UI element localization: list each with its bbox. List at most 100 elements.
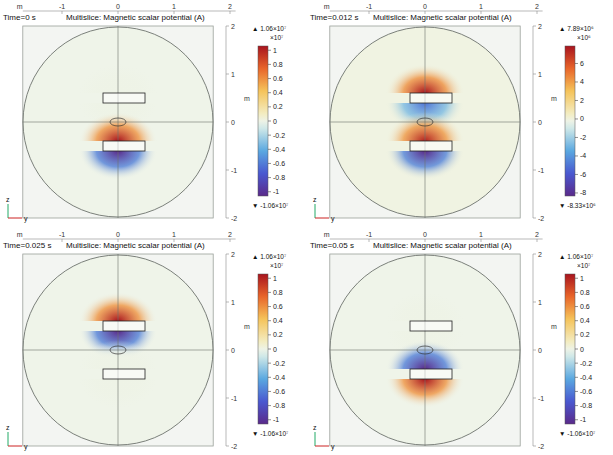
y-tick	[226, 398, 229, 399]
magnet	[410, 321, 452, 331]
colorbar-tick	[268, 391, 271, 392]
colorbar-tick-label: 1	[273, 275, 277, 282]
x-tick-label: 0	[423, 3, 427, 10]
colorbar-tick	[268, 278, 271, 279]
y-tick	[533, 398, 536, 399]
colorbar-multiplier: ×10⁷	[577, 262, 591, 269]
y-tick-label: 2	[538, 23, 542, 30]
x-label: m	[324, 231, 330, 238]
y-tick	[226, 302, 229, 303]
domain	[330, 27, 520, 217]
triad-label: y	[24, 443, 28, 451]
colorbar-tick	[575, 377, 578, 378]
y-tick-label: 0	[538, 347, 542, 354]
title: Multislice: Magnetic scalar potential (A…	[373, 13, 512, 22]
y-tick-label: 1	[538, 71, 542, 78]
x-tick-label: -1	[59, 3, 65, 10]
colorbar-tick	[575, 137, 578, 138]
domain	[23, 27, 213, 217]
x-tick-label: 2	[535, 3, 539, 10]
time-label: Time=0 s	[3, 13, 36, 22]
colorbar-min: ▼ -1.06×10⁷	[252, 430, 289, 437]
y-label: m	[244, 95, 250, 102]
y-tick	[533, 446, 536, 447]
colorbar-tick-label: -0.8	[273, 174, 285, 181]
colorbar-tick	[268, 177, 271, 178]
colorbar-max: ▲ 1.06×10⁷	[252, 253, 287, 260]
colorbar-tick	[268, 149, 271, 150]
x-tick-label: -1	[366, 231, 372, 238]
title: Multislice: Magnetic scalar potential (A…	[66, 13, 205, 22]
colorbar	[258, 274, 268, 424]
colorbar-tick	[575, 192, 578, 193]
y-label: m	[551, 323, 557, 330]
colorbar-tick-label: 1	[273, 47, 277, 54]
title: Multislice: Magnetic scalar potential (A…	[66, 241, 205, 250]
colorbar-tick	[575, 419, 578, 420]
colorbar-tick-label: 0	[580, 115, 584, 122]
x-axis	[23, 239, 236, 240]
colorbar	[258, 46, 268, 196]
colorbar-min: ▼ -1.06×10⁷	[559, 430, 596, 437]
x-axis	[330, 11, 543, 12]
colorbar-multiplier: ×10⁶	[577, 34, 591, 41]
colorbar-tick	[575, 174, 578, 175]
y-tick	[226, 254, 229, 255]
y-tick	[226, 74, 229, 75]
colorbar-tick-label: 0.4	[273, 317, 283, 324]
colorbar-tick	[268, 363, 271, 364]
y-tick	[533, 122, 536, 123]
panel: m-1012210-1-2mTime=0.025 sMultislice: Ma…	[3, 231, 289, 451]
y-tick-label: -1	[538, 395, 544, 402]
colorbar-tick	[575, 81, 578, 82]
colorbar-min: ▼ -8.33×10⁶	[559, 202, 596, 209]
y-tick	[533, 74, 536, 75]
frame	[23, 254, 213, 446]
colorbar-tick-label: -0.6	[580, 388, 592, 395]
panel: m-1012210-1-2mTime=0.05 sMultislice: Mag…	[310, 231, 596, 451]
colorbar-tick	[268, 50, 271, 51]
panel: m-1012210-1-2mTime=0 sMultislice: Magnet…	[3, 3, 289, 223]
colorbar-tick-label: 0.2	[273, 103, 283, 110]
colorbar-tick-label: -2	[580, 134, 586, 141]
x-tick	[230, 11, 231, 14]
colorbar-tick-label: -0.2	[273, 132, 285, 139]
y-tick-label: -1	[538, 167, 544, 174]
colorbar-tick-label: 0.8	[273, 289, 283, 296]
colorbar-tick-label: -0.6	[273, 388, 285, 395]
frame	[330, 254, 520, 446]
colorbar-tick	[575, 320, 578, 321]
colorbar-tick-label: 0.8	[273, 61, 283, 68]
rotor	[110, 346, 126, 354]
x-tick-label: 2	[228, 3, 232, 10]
triad-axis	[8, 432, 9, 446]
colorbar-tick-label: 0.4	[273, 89, 283, 96]
triad-label: y	[331, 443, 335, 451]
triad-axis	[315, 204, 316, 218]
colorbar-tick-label: 1	[580, 275, 584, 282]
x-tick	[537, 239, 538, 242]
rotor	[110, 118, 126, 126]
colorbar-tick	[268, 92, 271, 93]
x-tick-label: 1	[479, 3, 483, 10]
time-label: Time=0.05 s	[310, 241, 354, 250]
x-tick-label: -1	[59, 231, 65, 238]
y-tick	[226, 170, 229, 171]
colorbar-tick	[268, 135, 271, 136]
y-tick-label: -1	[231, 395, 237, 402]
y-tick-label: 0	[231, 119, 235, 126]
y-tick	[533, 218, 536, 219]
triad-label: z	[6, 196, 10, 203]
colorbar-tick-label: -4	[580, 152, 586, 159]
y-label: m	[244, 323, 250, 330]
colorbar-tick	[268, 292, 271, 293]
colorbar	[565, 274, 575, 424]
colorbar-tick-label: 0.6	[580, 303, 590, 310]
colorbar-tick	[575, 118, 578, 119]
magnet	[103, 93, 145, 103]
triad-axis	[315, 432, 316, 446]
colorbar-tick-label: -0.4	[580, 374, 592, 381]
colorbar-tick-label: -6	[580, 171, 586, 178]
colorbar-tick	[268, 64, 271, 65]
y-label: m	[551, 95, 557, 102]
